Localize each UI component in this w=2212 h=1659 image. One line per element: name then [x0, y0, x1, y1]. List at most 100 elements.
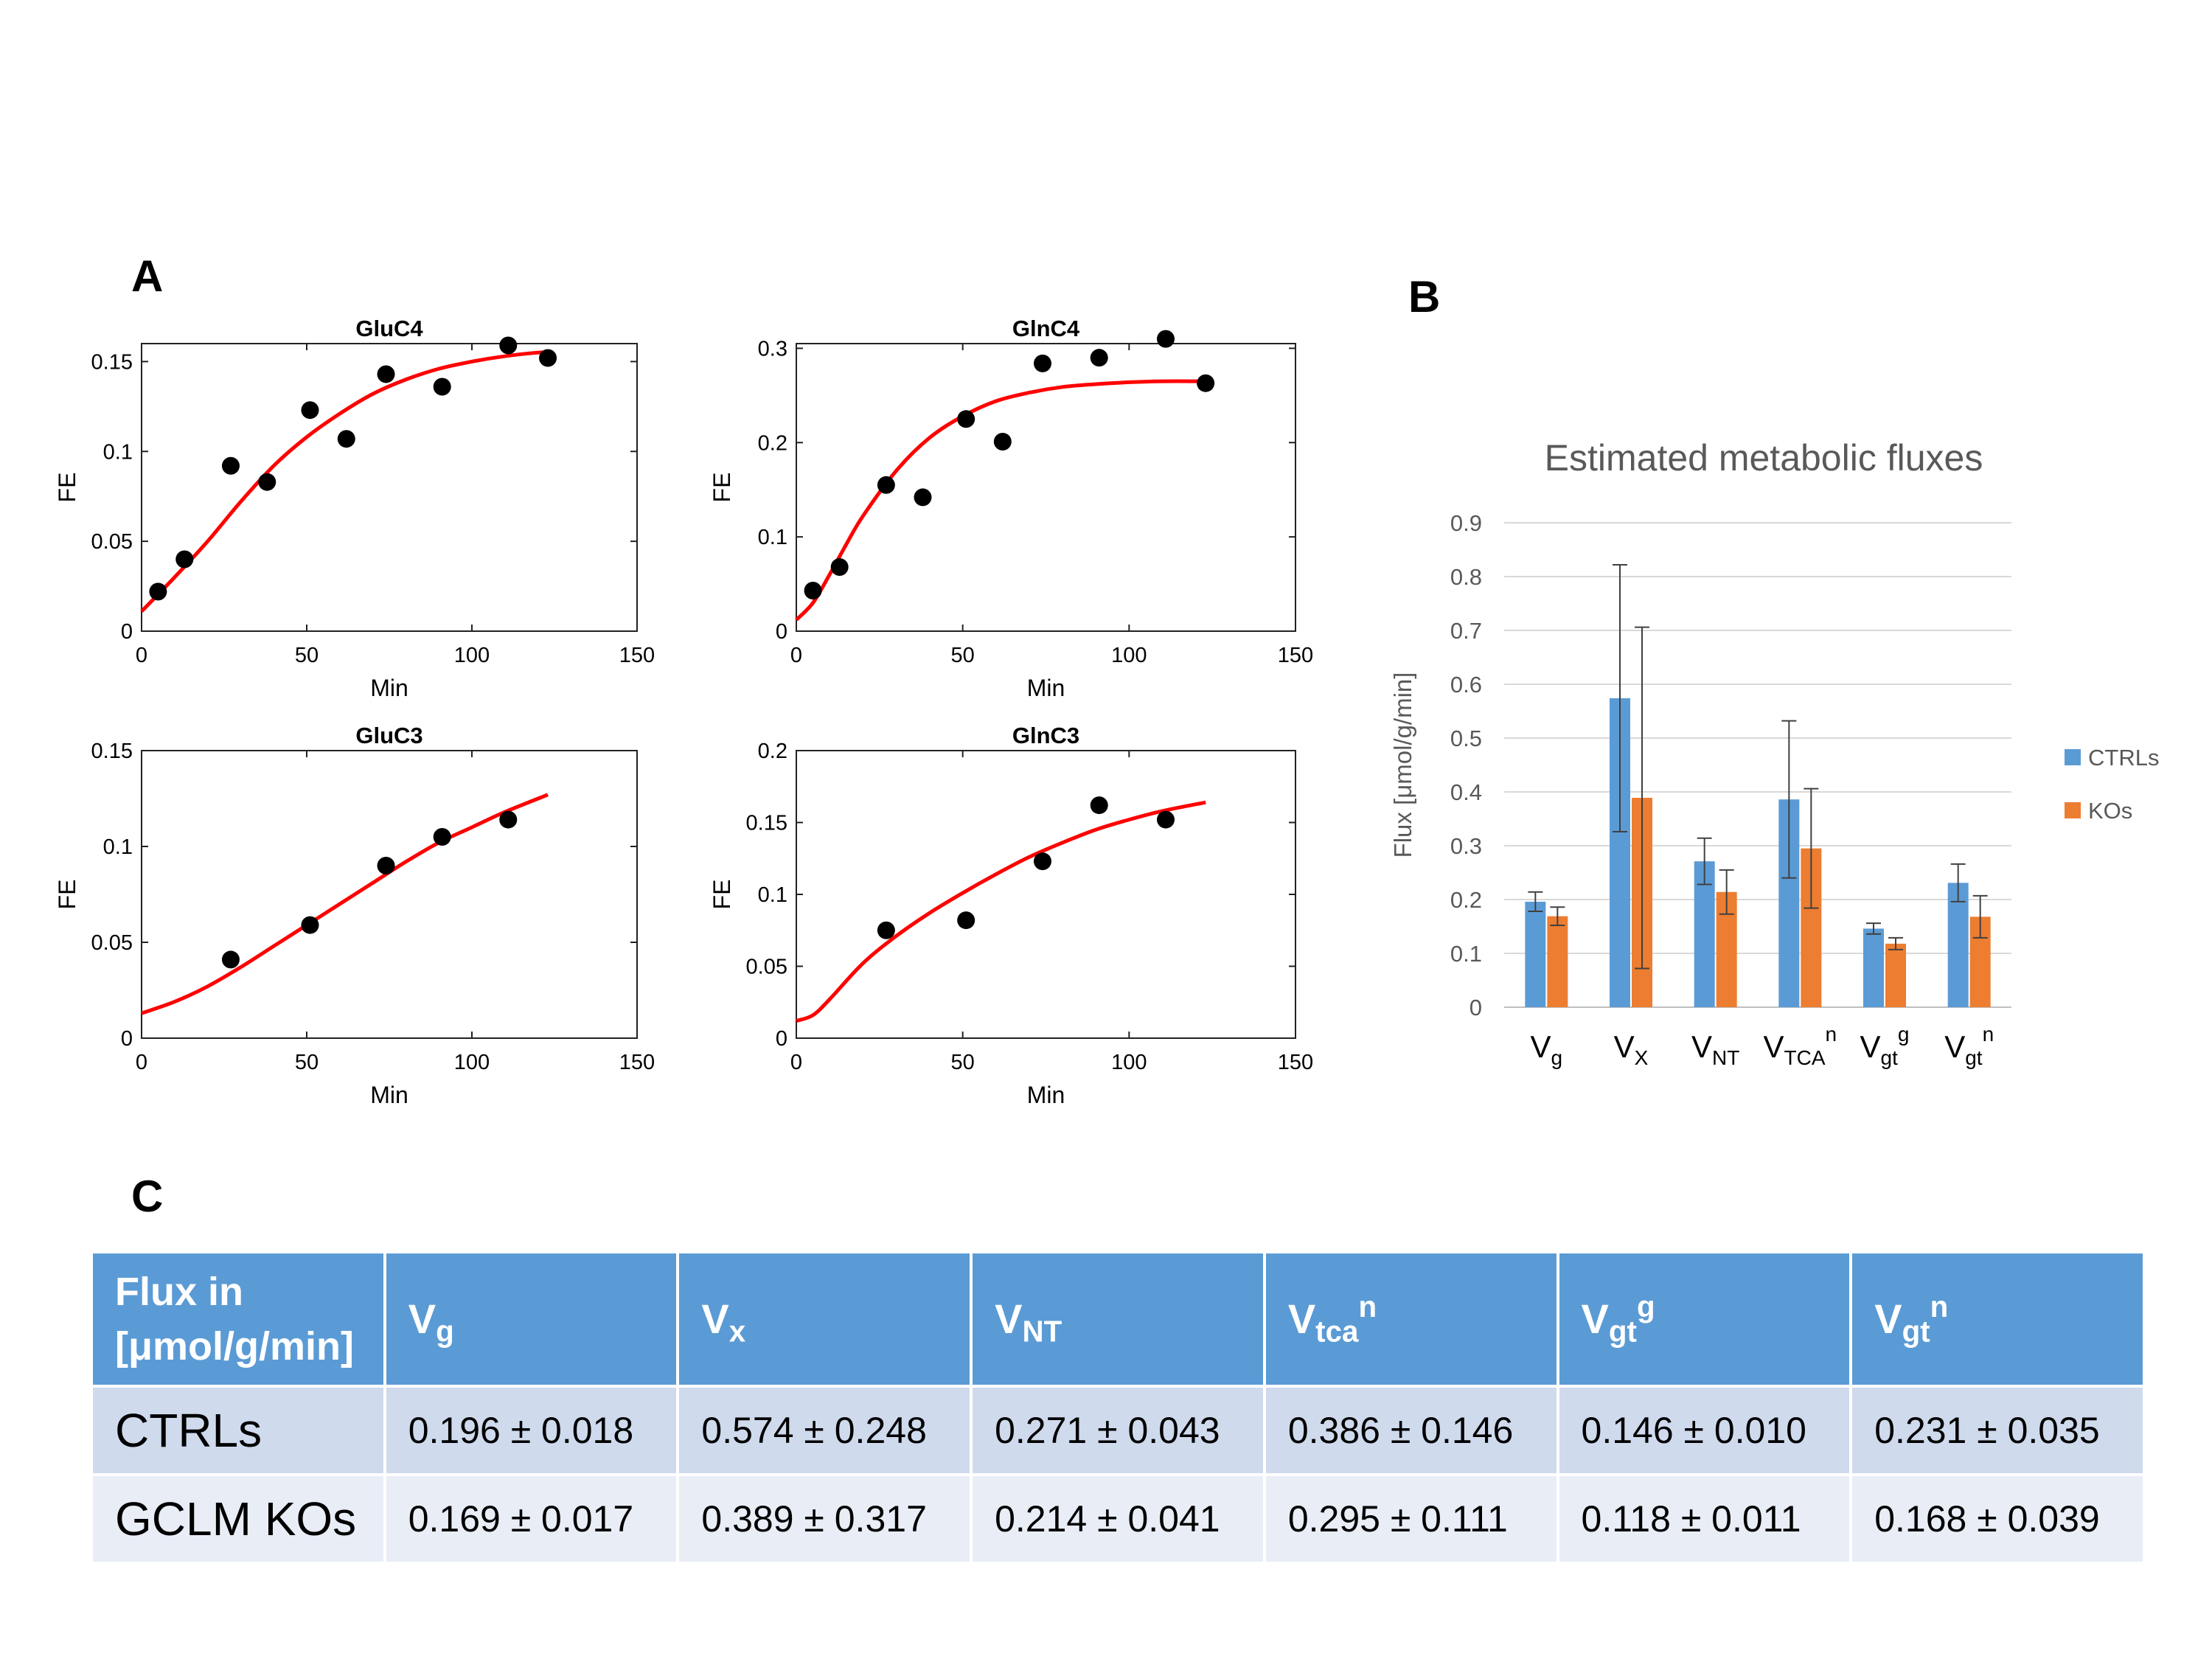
- y-tick-label: 0.2: [758, 431, 787, 455]
- col-sub: gt: [1608, 1314, 1637, 1349]
- chart-title: GlnC3: [1012, 723, 1079, 748]
- y-tick-label: 0: [1470, 995, 1482, 1020]
- col-base: V: [408, 1295, 437, 1342]
- data-point: [301, 916, 319, 934]
- data-point: [377, 365, 395, 383]
- data-point: [377, 857, 395, 874]
- fit-curve: [796, 800, 1206, 1023]
- y-tick-label: 0: [776, 620, 787, 644]
- x-category-label: VNT: [1691, 1029, 1739, 1069]
- data-point: [830, 558, 849, 577]
- table-cell: 0.574 ± 0.248: [676, 1385, 973, 1476]
- x-axis-label: Min: [1027, 1082, 1065, 1108]
- x-tick-label: 0: [790, 1051, 802, 1074]
- data-point: [1197, 374, 1215, 392]
- y-tick-label: 0.05: [91, 931, 133, 955]
- y-tick-label: 0.2: [1450, 887, 1482, 913]
- table-row: CTRLs 0.196 ± 0.018 0.574 ± 0.248 0.271 …: [90, 1385, 2146, 1476]
- legend-swatch: [2065, 802, 2081, 818]
- table-header-vtca: Vtcan: [1262, 1251, 1559, 1388]
- x-tick-label: 0: [790, 644, 802, 667]
- plot-frame: [141, 750, 638, 1039]
- table-header-label: Flux in [μmol/g/min]: [90, 1251, 386, 1388]
- table-cell: 0.169 ± 0.017: [383, 1473, 680, 1565]
- y-tick-label: 0.3: [758, 337, 787, 361]
- legend-label: CTRLs: [2088, 745, 2159, 771]
- table-cell: 0.118 ± 0.011: [1556, 1473, 1853, 1565]
- col-base: V: [995, 1295, 1023, 1342]
- data-point: [539, 349, 557, 367]
- data-point: [337, 430, 355, 448]
- y-tick-label: 0: [121, 620, 133, 644]
- data-point: [1033, 852, 1051, 871]
- bar-ctrls: [1525, 901, 1546, 1007]
- chart-title: GluC4: [355, 316, 423, 341]
- data-point: [1090, 796, 1108, 815]
- header-label-line1: Flux in: [115, 1270, 243, 1314]
- table-cell: 0.214 ± 0.041: [970, 1473, 1266, 1565]
- y-tick-label: 0.15: [746, 812, 787, 835]
- panel-a-label: A: [131, 251, 164, 301]
- data-point: [221, 950, 240, 969]
- data-point: [301, 401, 319, 420]
- x-tick-label: 150: [1278, 1051, 1313, 1074]
- data-point: [149, 582, 167, 601]
- y-axis-label: FE: [54, 473, 80, 503]
- data-point: [433, 828, 451, 846]
- table-header-vx: Vx: [676, 1251, 973, 1388]
- bar-ctrls: [1947, 883, 1969, 1007]
- data-point: [499, 336, 518, 355]
- x-tick-label: 0: [136, 1051, 147, 1074]
- data-point: [433, 378, 451, 396]
- x-axis-label: Min: [370, 675, 408, 701]
- col-sub: tca: [1315, 1314, 1359, 1349]
- table-cell: 0.389 ± 0.317: [676, 1473, 973, 1565]
- x-category-label: Vgtg: [1860, 1023, 1910, 1069]
- y-tick-label: 0.1: [103, 835, 133, 859]
- data-point: [957, 410, 975, 428]
- y-axis-label: FE: [709, 880, 735, 910]
- row-label-gclm-kos: GCLM KOs: [90, 1473, 386, 1565]
- col-sup: n: [1358, 1289, 1377, 1324]
- panel-gluc3-chart: 0 50 100 150 0 0.05 0.1 0.15 GluC3 Min FE: [54, 723, 655, 1108]
- table-cell: 0.196 ± 0.018: [383, 1385, 680, 1476]
- x-tick-label: 100: [454, 1051, 490, 1074]
- y-tick-label: 0.7: [1450, 618, 1482, 644]
- fit-curve: [141, 793, 549, 1015]
- legend-label: KOs: [2088, 798, 2132, 824]
- x-tick-label: 50: [295, 644, 319, 667]
- row-label-ctrls: CTRLs: [90, 1385, 386, 1476]
- x-tick-label: 100: [1111, 1051, 1147, 1074]
- table-cell: 0.168 ± 0.039: [1849, 1473, 2146, 1565]
- y-axis-label: FE: [54, 880, 80, 910]
- x-tick-label: 50: [951, 1051, 975, 1074]
- chart-title: GluC3: [355, 723, 422, 748]
- table-header-vgtn: Vgtn: [1849, 1251, 2146, 1388]
- x-tick-label: 150: [1278, 644, 1313, 667]
- col-sub: gt: [1902, 1314, 1930, 1349]
- y-tick-label: 0.1: [1450, 941, 1482, 967]
- y-tick-label: 0.8: [1450, 564, 1482, 590]
- bar-ctrls: [1694, 861, 1715, 1007]
- col-base: V: [701, 1295, 729, 1342]
- x-axis-label: Min: [370, 1082, 408, 1108]
- y-tick-label: 0.4: [1450, 779, 1482, 805]
- plot-frame: [796, 343, 1296, 632]
- bar-ctrls: [1863, 928, 1884, 1007]
- x-category-label: VX: [1614, 1029, 1649, 1069]
- data-point: [258, 473, 276, 491]
- x-tick-label: 100: [1111, 644, 1147, 667]
- x-tick-label: 150: [619, 1051, 655, 1074]
- y-tick-label: 0.6: [1450, 672, 1482, 698]
- x-tick-label: 50: [295, 1051, 319, 1074]
- data-point: [221, 456, 240, 475]
- y-tick-label: 0.15: [91, 740, 133, 763]
- y-tick-label: 0.2: [758, 740, 787, 763]
- plot-frame: [796, 750, 1296, 1039]
- table-cell: 0.146 ± 0.010: [1556, 1385, 1853, 1476]
- x-axis-label: Min: [1027, 675, 1065, 701]
- y-tick-label: 0.1: [758, 526, 787, 549]
- data-point: [804, 582, 822, 600]
- data-point: [1156, 810, 1175, 829]
